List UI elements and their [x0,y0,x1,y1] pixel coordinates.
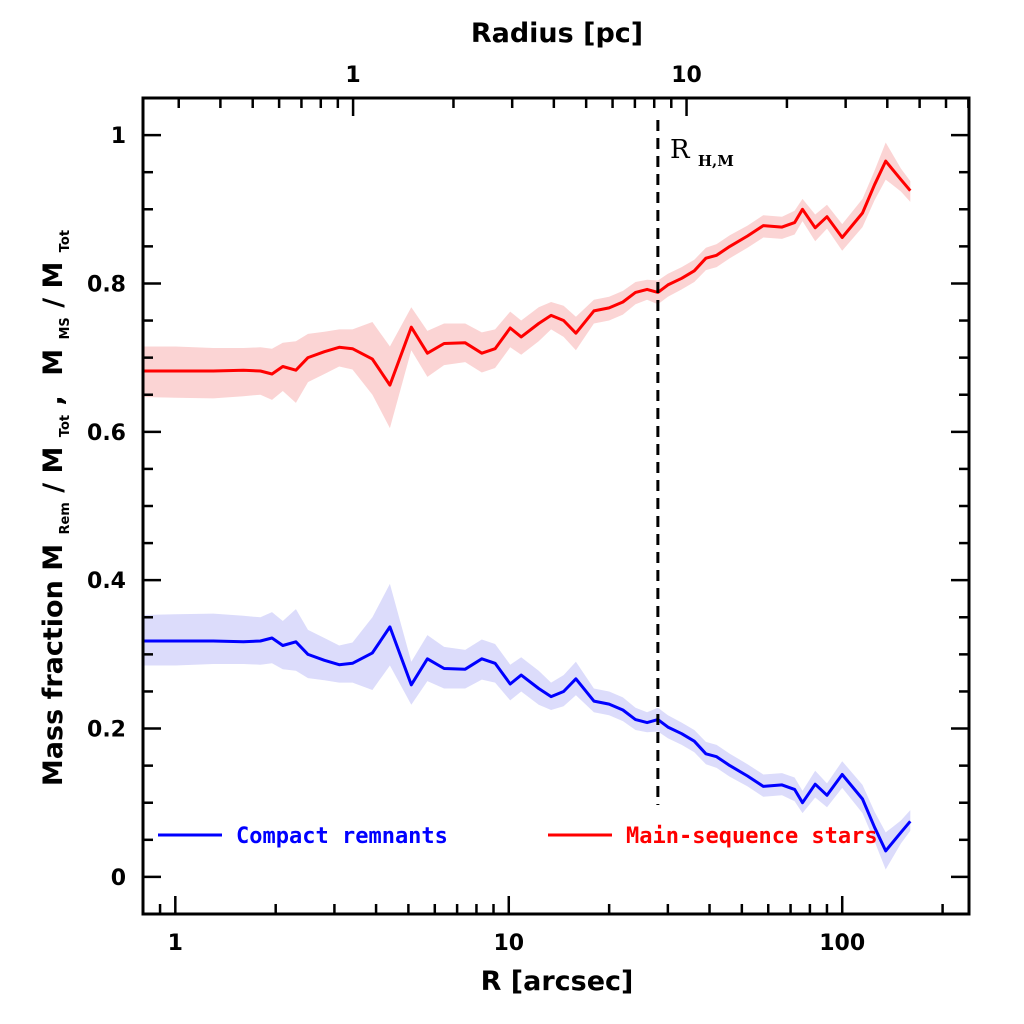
y-title-m2: M [38,447,69,474]
y-title-m1: M [38,544,69,571]
y-axis-title: Mass fraction M Rem / M Tot , M MS / M T… [38,230,76,786]
x-tick-label: 1 [168,931,183,956]
top-x-tick-label: 10 [671,63,702,88]
y-title-prefix: Mass fraction [38,580,69,786]
vline-label: R H,M [670,135,734,170]
y-title-sub-tot2: Tot [58,230,73,252]
band-compact-remnants [143,583,911,870]
top-x-tick-label: 1 [345,63,360,88]
series-line-main-sequence-stars [143,159,912,387]
top-axis-title: Radius [pc] [471,18,643,49]
x-axis-title: R [arcsec] [481,966,634,997]
y-title-slash2: / [38,298,69,308]
y-title-comma: , [38,395,69,405]
band-main-sequence-stars [143,142,911,429]
y-title-sub-ms: MS [58,317,73,339]
vline-label-sub: H,M [698,152,734,170]
y-tick-label: 0.4 [87,569,126,594]
y-title-slash1: / [38,483,69,493]
y-tick-label: 0.2 [87,718,126,743]
label-layer: 0 0.2 0.4 0.6 0.8 1 1 10 100 1 10 [87,63,865,956]
vline-label-main: R [670,135,691,165]
plot-layer [143,120,912,870]
x-tick-label: 10 [493,931,524,956]
y-tick-label: 0.6 [87,421,126,446]
y-title-sub-tot1: Tot [58,415,73,437]
y-tick-label: 1 [111,124,126,149]
plot-frame [141,96,971,916]
tick-layer [141,98,970,914]
x-tick-label: 100 [819,931,865,956]
series-line-compact-remnants [143,625,912,853]
y-tick-label: 0 [111,866,126,891]
y-title-m3: M [38,349,69,376]
legend: Compact remnants Main-sequence stars [158,824,878,849]
y-title-sub-rem: Rem [58,502,73,534]
legend-label-compact-remnants: Compact remnants [236,824,448,849]
y-tick-label: 0.8 [87,272,126,297]
y-title-m4: M [38,262,69,289]
legend-label-main-sequence: Main-sequence stars [626,824,878,849]
